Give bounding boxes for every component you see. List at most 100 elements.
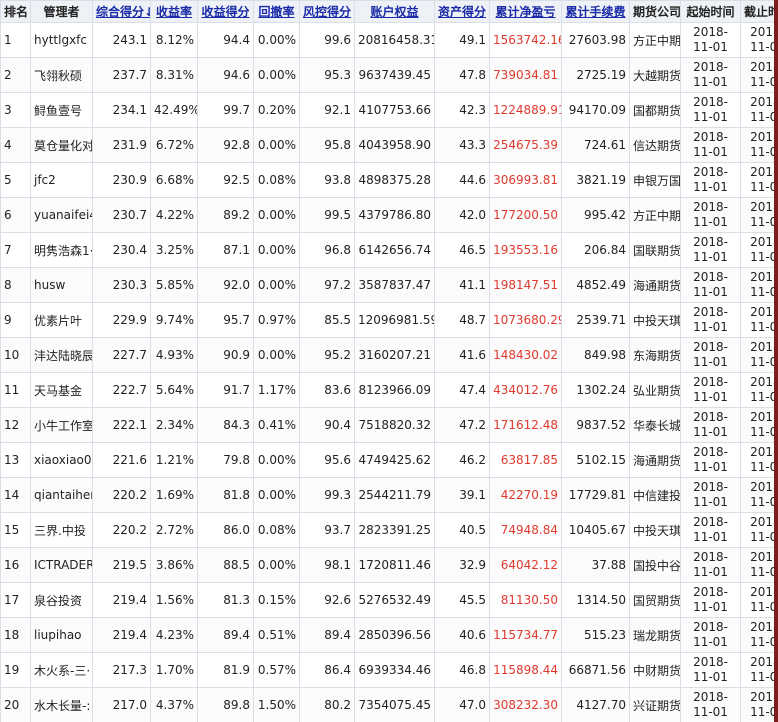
column-header-drawdown[interactable]: 回撤率: [253, 0, 300, 23]
cell-net-pnl: 74948.84: [489, 512, 562, 548]
cell-manager: 鲟鱼壹号: [30, 92, 93, 128]
cell-start-year: 2018-: [693, 550, 728, 564]
cell-equity: 3587837.47: [354, 267, 435, 303]
table-row: 2 飞翎秋硕 237.7 8.31% 94.6 0.00% 95.3 9637439.45 47…: [0, 57, 774, 93]
cell-fee: 5102.15: [561, 442, 630, 478]
cell-start-month-day: 11-01: [693, 180, 728, 194]
cell-broker: 瑞龙期货: [629, 617, 681, 653]
table-row: 8 husw 230.3 5.85% 92.0 0.00% 97.2 3587837.47 41…: [0, 267, 774, 303]
cell-total: 227.7: [92, 337, 151, 373]
cell-end-time: 2018-11-06: [740, 652, 774, 688]
cell-drawdown: 0.00%: [253, 22, 300, 58]
cell-end-year: 2018-: [750, 550, 774, 564]
cell-manager: ICTRADER: [30, 547, 93, 583]
cell-asset-score: 47.0: [434, 687, 490, 722]
cell-end-month-day: 11-06: [750, 670, 774, 684]
cell-start-year: 2018-: [693, 480, 728, 494]
cell-start-month-day: 11-01: [693, 705, 728, 719]
cell-fee: 515.23: [561, 617, 630, 653]
cell-manager: yuanaifei4: [30, 197, 93, 233]
cell-end-year: 2018-: [750, 270, 774, 284]
table-row: 14 qiantaiher 220.2 1.69% 81.8 0.00% 99.3 25442…: [0, 477, 774, 513]
cell-equity: 6142656.74: [354, 232, 435, 268]
column-header-equity[interactable]: 账户权益: [354, 0, 435, 23]
cell-return-rate: 4.37%: [150, 687, 198, 722]
cell-return-rate: 8.31%: [150, 57, 198, 93]
cell-start-month-day: 11-01: [693, 285, 728, 299]
cell-end-year: 2018-: [750, 95, 774, 109]
cell-return-rate: 4.22%: [150, 197, 198, 233]
cell-fee: 94170.09: [561, 92, 630, 128]
cell-equity: 7354075.45: [354, 687, 435, 722]
column-header-risk-score[interactable]: 风控得分: [299, 0, 355, 23]
cell-risk-score: 99.6: [299, 22, 355, 58]
cell-broker: 海通期货: [629, 442, 681, 478]
cell-return-score: 89.2: [197, 197, 254, 233]
cell-rank: 7: [0, 232, 31, 268]
cell-risk-score: 96.8: [299, 232, 355, 268]
cell-equity: 7518820.32: [354, 407, 435, 443]
cell-start-month-day: 11-01: [693, 215, 728, 229]
cell-end-year: 2018-: [750, 445, 774, 459]
cell-rank: 6: [0, 197, 31, 233]
cell-manager: hyttlgxfc: [30, 22, 93, 58]
cell-end-year: 2018-: [750, 235, 774, 249]
column-header-return-score[interactable]: 收益得分: [197, 0, 254, 23]
cell-end-month-day: 11-06: [750, 530, 774, 544]
cell-asset-score: 46.8: [434, 652, 490, 688]
cell-return-score: 92.5: [197, 162, 254, 198]
cell-risk-score: 95.3: [299, 57, 355, 93]
cell-net-pnl: 115734.77: [489, 617, 562, 653]
cell-end-time: 2018-11-06: [740, 582, 774, 618]
cell-end-month-day: 11-06: [750, 600, 774, 614]
column-header-fee[interactable]: 累计手续费: [561, 0, 630, 23]
cell-end-month-day: 11-06: [750, 460, 774, 474]
column-header-total[interactable]: 综合得分↓: [92, 0, 151, 23]
cell-rank: 4: [0, 127, 31, 163]
cell-start-month-day: 11-01: [693, 75, 728, 89]
cell-risk-score: 83.6: [299, 372, 355, 408]
cell-total: 231.9: [92, 127, 151, 163]
cell-manager: husw: [30, 267, 93, 303]
cell-start-time: 2018- 11-01: [680, 197, 741, 233]
cell-end-year: 2018-: [750, 60, 774, 74]
cell-return-rate: 1.70%: [150, 652, 198, 688]
cell-broker: 东海期货: [629, 337, 681, 373]
cell-broker: 华泰长城: [629, 407, 681, 443]
cell-end-year: 2018-: [750, 130, 774, 144]
cell-asset-score: 40.6: [434, 617, 490, 653]
cell-end-year: 2018-: [750, 480, 774, 494]
table-row: 6 yuanaifei4 230.7 4.22% 89.2 0.00% 99.5 437978…: [0, 197, 774, 233]
cell-start-month-day: 11-01: [693, 425, 728, 439]
column-header-return-rate[interactable]: 收益率: [150, 0, 198, 23]
column-header-net-pnl[interactable]: 累计净盈亏: [489, 0, 562, 23]
column-header-manager: 管理者: [30, 0, 93, 23]
cell-start-time: 2018- 11-01: [680, 407, 741, 443]
column-header-asset-score[interactable]: 资产得分: [434, 0, 490, 23]
cell-risk-score: 80.2: [299, 687, 355, 722]
cell-end-month-day: 11-06: [750, 565, 774, 579]
cell-return-rate: 1.56%: [150, 582, 198, 618]
cell-fee: 27603.98: [561, 22, 630, 58]
table-row: 19 木火系-三· 217.3 1.70% 81.9 0.57% 86.4 6939334.4…: [0, 652, 774, 688]
cell-start-month-day: 11-01: [693, 600, 728, 614]
cell-total: 220.2: [92, 477, 151, 513]
cell-broker: 中财期货: [629, 652, 681, 688]
cell-equity: 20816458.31: [354, 22, 435, 58]
table-row: 9 优素片叶 229.9 9.74% 95.7 0.97% 85.5 12096981.59 4…: [0, 302, 774, 338]
cell-rank: 5: [0, 162, 31, 198]
cell-asset-score: 47.2: [434, 407, 490, 443]
cell-end-month-day: 11-06: [750, 110, 774, 124]
cell-return-score: 89.4: [197, 617, 254, 653]
cell-start-time: 2018- 11-01: [680, 337, 741, 373]
cell-start-year: 2018-: [693, 375, 728, 389]
cell-equity: 8123966.09: [354, 372, 435, 408]
column-header-broker: 期货公司: [629, 0, 681, 23]
cell-asset-score: 46.2: [434, 442, 490, 478]
cell-equity: 3160207.21: [354, 337, 435, 373]
cell-net-pnl: 198147.51: [489, 267, 562, 303]
cell-broker: 中投天琪: [629, 512, 681, 548]
cell-start-month-day: 11-01: [693, 530, 728, 544]
cell-manager: xiaoxiao00: [30, 442, 93, 478]
column-header-end: 截止时间: [740, 0, 774, 23]
